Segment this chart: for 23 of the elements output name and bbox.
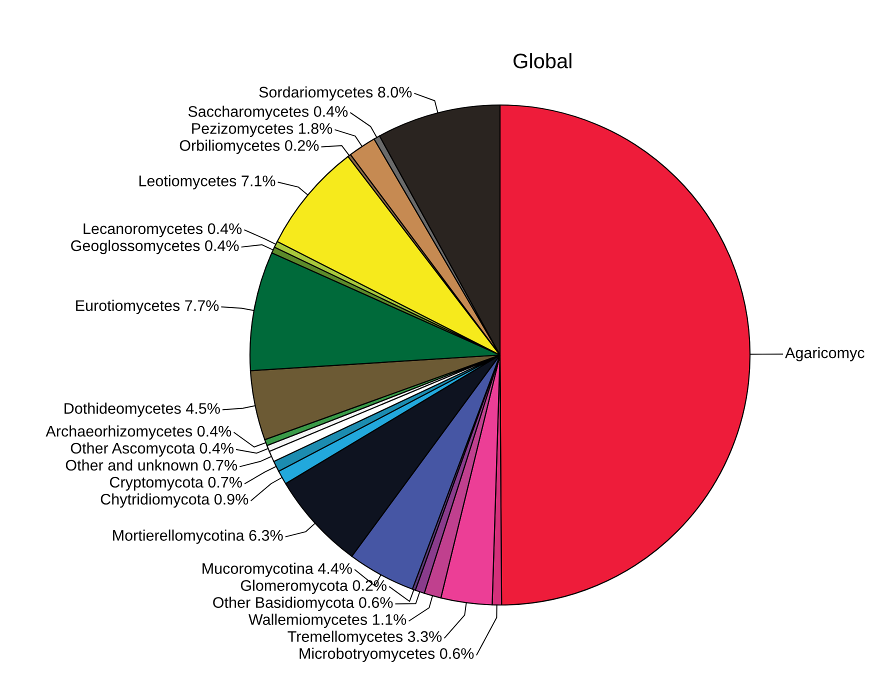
- slice-label: Eurotiomycetes 7.7%: [76, 300, 219, 314]
- slice-label: Microbotryomycetes 0.6%: [300, 648, 474, 662]
- slice-label: Mucoromycotina 4.4%: [202, 562, 352, 577]
- slice-label: Other Basidiomycota 0.6%: [213, 596, 393, 611]
- slice-label: Agaricomyc: [785, 347, 864, 362]
- slice-label: Orbiliomycetes 0.2%: [180, 140, 319, 154]
- slice-label: Chytridiomycota 0.9%: [100, 493, 248, 508]
- slice-label: Tremellomycetes 3.3%: [288, 630, 442, 645]
- slice-label: Leotiomycetes 7.1%: [139, 175, 276, 190]
- slice-label: Mortierellomycotina 6.3%: [113, 530, 283, 544]
- slice-label: Lecanoromycetes 0.4%: [84, 223, 242, 238]
- chart-title: Global: [514, 53, 572, 68]
- slice-label: Sordariomycetes 8.0%: [259, 86, 412, 101]
- slice-label: Glomeromycota 0.2%: [240, 580, 386, 594]
- slice-label: Pezizomycetes 1.8%: [192, 122, 332, 137]
- slice-label: Wallemiomycetes 1.1%: [248, 614, 406, 628]
- slice-label: Geoglossomycetes 0.4%: [71, 240, 239, 254]
- slice-label: Other and unknown 0.7%: [66, 459, 238, 471]
- slice-label: Archaeorhizomycetes 0.4%: [46, 425, 232, 440]
- slice-label: Cryptomycota 0.7%: [110, 476, 242, 491]
- slice-label: Other Ascomycota 0.4%: [70, 442, 234, 457]
- slice-label: Dothideomycetes 4.5%: [64, 402, 220, 417]
- slice-label: Saccharomycetes 0.4%: [188, 106, 348, 120]
